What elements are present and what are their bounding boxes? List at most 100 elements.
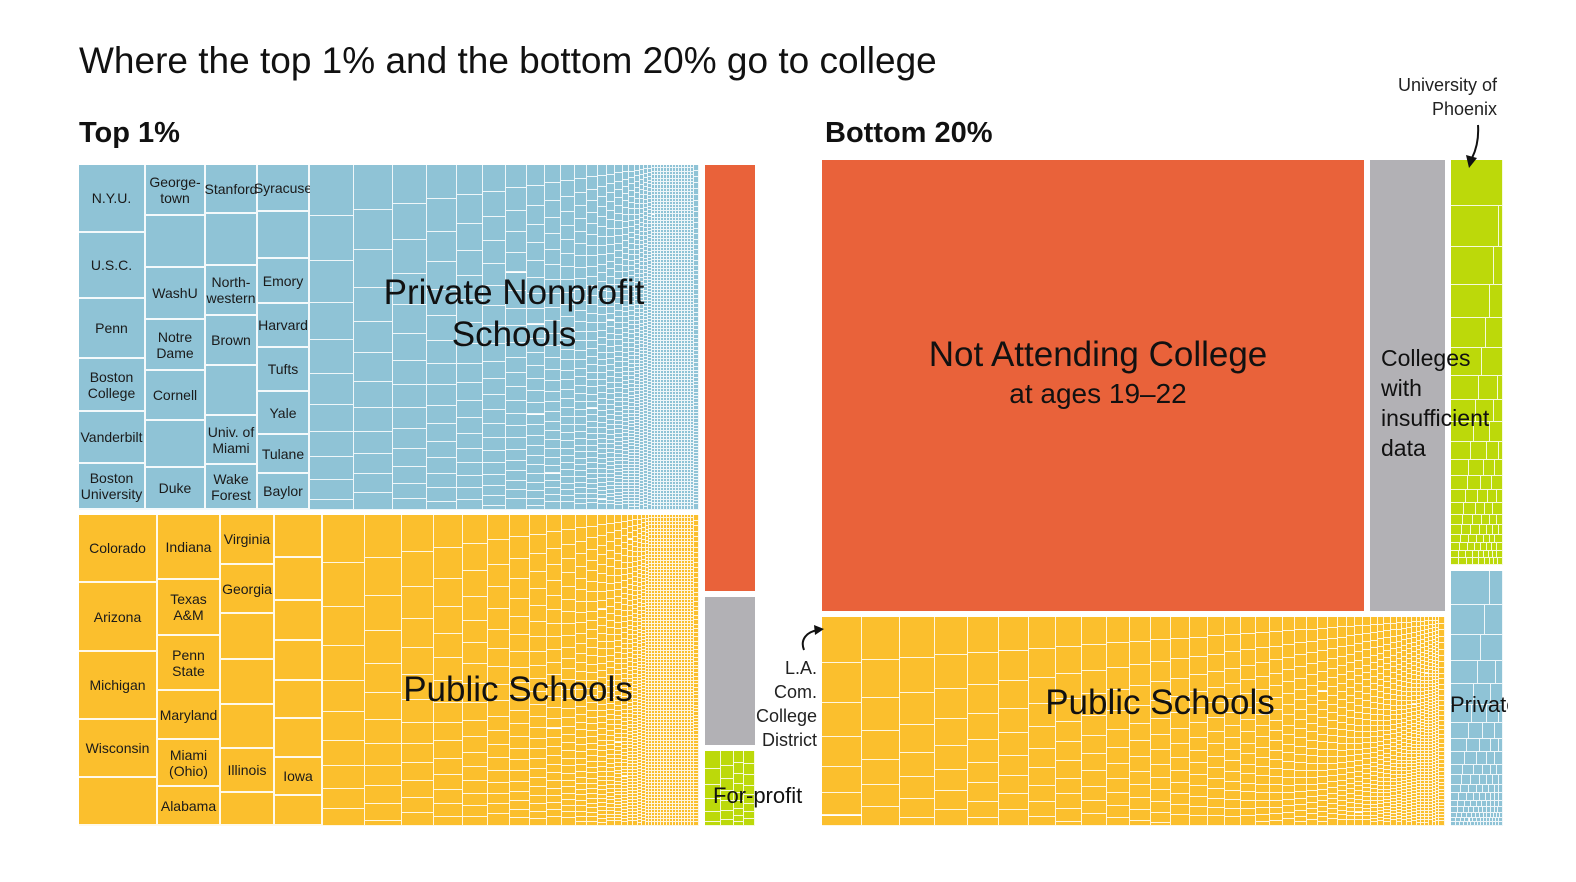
treemap-tile [622,214,630,222]
treemap-tile [456,475,484,489]
school-tile: Duke [146,468,206,510]
treemap-tile [622,480,630,484]
treemap-tile [560,370,575,381]
treemap-tile [586,493,598,499]
treemap-tile [607,371,616,378]
treemap-tile [587,724,598,731]
treemap-tile [562,758,576,767]
treemap-tile [560,441,575,449]
treemap-tile [529,795,548,804]
treemap-tile [629,215,635,222]
treemap-tile [544,391,561,403]
treemap-tile [483,263,507,286]
treemap-tile [401,647,435,675]
treemap-tile [354,432,393,455]
treemap-tile [587,526,598,539]
treemap-tile [483,394,507,410]
treemap-tile [529,818,548,826]
treemap-tile [506,272,527,292]
treemap-tile [622,179,630,187]
treemap-tile [615,472,623,476]
treemap-tile [615,250,623,258]
treemap-tile [606,621,615,629]
treemap-tile [506,326,527,343]
treemap-tile [547,532,563,550]
treemap-tile [463,596,489,621]
treemap-tile [575,737,588,745]
treemap-tile [597,822,607,826]
treemap-tile [586,314,598,324]
treemap-tile [622,194,630,202]
treemap-tile [615,457,623,462]
treemap-tile [544,402,561,413]
treemap-tile [310,261,354,303]
treemap-tile [426,424,457,442]
treemap-tile [622,440,630,445]
treemap-tile [544,165,561,184]
treemap-tile [544,502,561,510]
treemap-tile [574,499,587,505]
treemap-tile [597,545,607,556]
treemap-tile [529,728,548,739]
treemap-tile [615,316,623,323]
treemap-tile [562,717,576,727]
treemap-tile [488,758,511,771]
treemap-tile [607,394,616,400]
treemap-tile [547,803,563,811]
treemap-tile [622,457,630,462]
treemap-tile [615,378,623,384]
treemap-tile [506,188,527,211]
treemap-tile [597,685,607,692]
treemap-tile [622,454,630,458]
treemap-tile [586,305,598,315]
treemap-tile [456,383,484,401]
treemap-tile [526,338,545,353]
treemap-tile [146,421,206,468]
treemap-tile [560,316,575,329]
treemap-tile [365,719,402,744]
school-tile: Boston College [79,359,146,412]
treemap-block-public-top1: Colorado Arizona Michigan Wisconsin Indiana T… [79,515,699,826]
treemap-tile [547,788,563,797]
treemap-tile [562,647,576,659]
treemap-tile [434,547,464,579]
treemap-tile [488,684,511,701]
school-tile: Emory [258,259,310,304]
treemap-tile [562,780,576,788]
treemap-tile [622,357,630,363]
treemap-tile [354,454,393,475]
treemap-tile [607,220,616,229]
treemap-tile [574,256,587,268]
treemap-tile [483,463,507,475]
treemap-tile [526,224,545,243]
treemap-tile [483,217,507,242]
treemap-tile [506,426,527,439]
school-tile: Penn State [158,636,221,691]
treemap-tile [615,499,623,503]
treemap-tile [586,463,598,469]
treemap-tile [463,793,489,806]
treemap-tile [607,466,616,471]
treemap-tile [607,365,616,372]
treemap-tile [615,502,623,506]
treemap-tile [607,261,616,270]
treemap-tile [615,264,623,272]
treemap-tile [586,421,598,429]
treemap-tile [586,286,598,297]
treemap-tile [354,287,393,322]
treemap-tile [607,306,616,314]
treemap-tile [547,773,563,782]
treemap-tile [607,470,616,475]
treemap-tile [426,165,457,200]
treemap-tile [597,495,608,500]
treemap-tile [323,712,365,741]
treemap-tile [510,598,530,618]
treemap-tile [544,358,561,370]
panel-title-top-1: Top 1% [79,117,180,149]
treemap-tile [607,184,616,194]
treemap-tile [606,614,615,622]
treemap-tile [560,211,575,227]
school-tile: Harvard [258,304,310,348]
treemap-tile [607,444,616,449]
treemap-tile [597,379,608,387]
